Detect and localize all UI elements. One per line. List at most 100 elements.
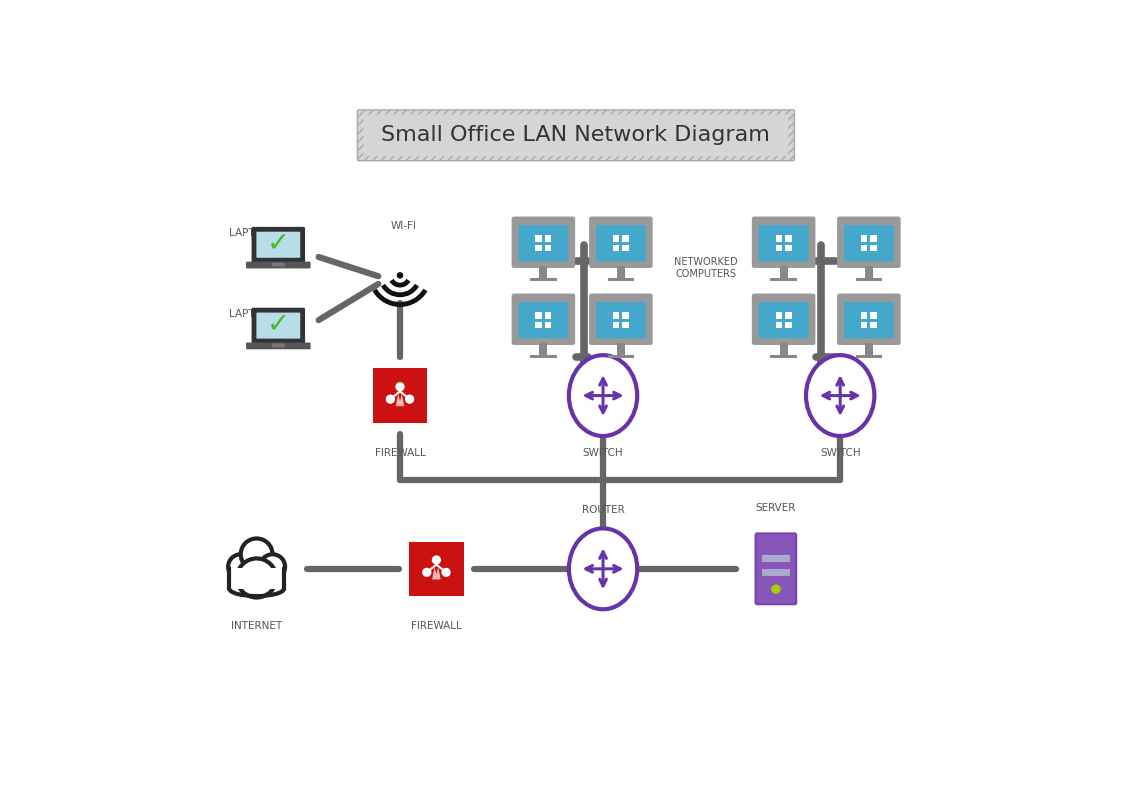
Bar [622,245,629,251]
Text: Small Office LAN Network Diagram: Small Office LAN Network Diagram [382,125,770,145]
Bar [785,235,792,241]
Circle shape [405,395,414,403]
Bar [622,322,629,328]
Circle shape [772,585,780,593]
FancyBboxPatch shape [272,263,285,267]
Text: ✓: ✓ [267,232,290,258]
Bar [613,322,620,328]
FancyBboxPatch shape [844,302,894,338]
Bar [622,235,629,241]
Bar [613,312,620,318]
Bar [530,278,557,281]
Bar [539,266,548,278]
Bar [536,312,542,318]
Text: SWITCH: SWITCH [820,448,860,458]
Circle shape [240,538,273,570]
Ellipse shape [806,355,875,436]
Text: SERVER: SERVER [756,503,796,514]
Bar [776,245,782,251]
FancyBboxPatch shape [364,114,788,156]
Bar [539,343,548,355]
FancyBboxPatch shape [759,225,809,261]
FancyBboxPatch shape [252,308,305,345]
Bar [536,322,542,328]
FancyBboxPatch shape [837,294,901,345]
FancyBboxPatch shape [357,110,794,160]
Bar [865,266,873,278]
Text: ROUTER: ROUTER [582,505,624,515]
Bar [856,355,883,358]
Bar [865,343,873,355]
FancyBboxPatch shape [272,344,285,347]
Bar [779,343,787,355]
Bar [545,245,551,251]
Bar [861,312,867,318]
Bar [870,312,877,318]
Bar [776,322,782,328]
Bar [785,322,792,328]
FancyBboxPatch shape [752,217,815,268]
Bar [608,278,634,281]
FancyBboxPatch shape [256,313,300,338]
Text: LAPTOP: LAPTOP [229,310,268,319]
Circle shape [395,382,404,391]
Text: SWITCH: SWITCH [583,448,623,458]
Bar [608,355,634,358]
Circle shape [422,568,431,577]
Circle shape [237,558,276,598]
Bar [870,235,877,241]
Bar [613,245,620,251]
Circle shape [441,568,450,577]
Bar [622,312,629,318]
Text: FIREWALL: FIREWALL [411,621,462,631]
Bar [870,322,877,328]
Text: NETWORKED
COMPUTERS: NETWORKED COMPUTERS [674,257,738,279]
FancyBboxPatch shape [519,225,568,261]
Bar [536,245,542,251]
Bar [870,245,877,251]
Circle shape [385,395,395,403]
Bar [785,312,792,318]
Circle shape [259,554,285,580]
Bar [545,322,551,328]
FancyBboxPatch shape [512,217,575,268]
Bar [613,235,620,241]
Circle shape [228,554,254,580]
FancyBboxPatch shape [246,262,311,268]
Bar [770,355,797,358]
Bar [617,343,626,355]
Text: FIREWALL: FIREWALL [375,448,426,458]
FancyBboxPatch shape [596,225,646,261]
Circle shape [398,273,403,278]
FancyBboxPatch shape [844,225,894,261]
FancyBboxPatch shape [246,342,311,349]
Text: INTERNET: INTERNET [231,621,282,631]
Text: LAPTOP: LAPTOP [229,229,268,238]
Bar [785,245,792,251]
Bar [530,355,557,358]
Bar [776,312,782,318]
Bar [776,235,782,241]
FancyBboxPatch shape [590,294,652,345]
Text: WI-FI: WI-FI [390,221,416,231]
FancyBboxPatch shape [837,217,901,268]
FancyBboxPatch shape [761,569,791,576]
Bar [545,235,551,241]
FancyBboxPatch shape [256,232,300,258]
Bar [861,235,867,241]
FancyBboxPatch shape [519,302,568,338]
FancyBboxPatch shape [590,217,652,268]
Bar [861,322,867,328]
FancyBboxPatch shape [752,294,815,345]
Bar [770,278,797,281]
FancyBboxPatch shape [409,542,464,596]
FancyBboxPatch shape [756,534,796,604]
Ellipse shape [569,355,637,436]
FancyBboxPatch shape [252,227,305,264]
FancyBboxPatch shape [761,555,791,562]
Bar [861,245,867,251]
FancyBboxPatch shape [373,368,428,422]
Polygon shape [432,567,440,580]
Circle shape [431,555,441,565]
Ellipse shape [569,528,637,609]
